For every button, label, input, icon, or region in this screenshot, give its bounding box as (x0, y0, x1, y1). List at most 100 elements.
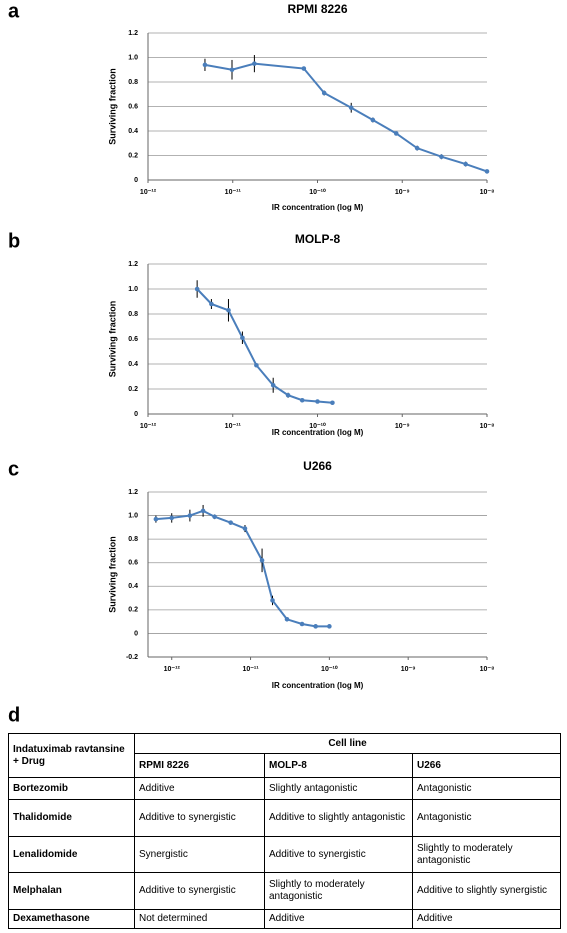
y-tick-label: 0.6 (128, 336, 138, 343)
data-point (313, 624, 318, 629)
charts: d a RPMI 8226 IR concentration (log M) Surv… (8, 0, 495, 725)
table-row: Lenalidomide Synergistic Additive to syner… (8, 836, 562, 873)
x-axis-label: IR concentration (log M) (272, 203, 364, 212)
table-cell: Not determined (134, 909, 265, 929)
data-line (155, 509, 330, 628)
table-cell: Additive to synergistic (134, 799, 265, 837)
table-cell: U266 (411, 753, 562, 778)
y-tick-label: 0.2 (128, 152, 138, 159)
data-point (202, 62, 208, 68)
y-tick-label: 0.8 (128, 79, 138, 86)
data-point (270, 382, 276, 388)
table-cell: Slightly to moderately antagonistic (411, 836, 562, 873)
table-row: Bortezomib Additive Slightly antagonistic A… (8, 777, 562, 800)
data-point (270, 598, 275, 603)
data-point (187, 513, 193, 518)
x-tick-label: 10⁻⁸ (480, 423, 495, 430)
table-cell: Additive to synergistic (134, 872, 265, 910)
x-axis-label: IR concentration (log M) (272, 428, 364, 437)
x-tick-label: 10⁻¹⁰ (309, 422, 326, 430)
data-line (204, 62, 488, 173)
x-tick-label: 10⁻⁸ (480, 666, 495, 673)
data-point (226, 307, 231, 313)
data-point (348, 105, 354, 111)
x-tick-label: 10⁻⁹ (395, 189, 410, 196)
y-axis-label: Surviving fraction (107, 301, 117, 378)
y-tick-label: 1.2 (128, 489, 138, 496)
y-axis-label: Surviving fraction (107, 536, 117, 613)
x-tick-label: 10⁻¹² (164, 666, 181, 673)
data-point (284, 616, 290, 622)
x-tick-label: 10⁻¹² (140, 189, 157, 196)
y-tick-label: 0.8 (128, 536, 138, 543)
table-cell: MOLP-8 (264, 753, 413, 778)
data-point (285, 392, 291, 398)
table-cell: Thalidomide (8, 799, 135, 837)
data-point (254, 362, 259, 368)
x-tick-label: 10⁻⁸ (480, 189, 495, 196)
table-cell: Additive (411, 909, 562, 929)
data-point (229, 67, 235, 73)
data-point (393, 131, 399, 136)
data-point (439, 154, 444, 160)
x-tick-label: 10⁻¹¹ (225, 189, 242, 196)
y-tick-label: 0.4 (128, 128, 138, 135)
table-cell: Additive to slightly synergistic (411, 872, 562, 910)
panel-label: a (8, 0, 20, 22)
data-point (315, 399, 320, 404)
table-cell: Antagonistic (411, 777, 562, 800)
x-tick-label: 10⁻¹¹ (242, 666, 259, 673)
data-point (259, 558, 265, 563)
table-row: Indatuximab ravtansine + Drug Cell line (8, 733, 562, 778)
y-tick-label: 0.6 (128, 560, 138, 567)
table-cell: Melphalan (8, 872, 135, 910)
data-point (212, 514, 217, 520)
table-cell: Dexamethasone (8, 909, 135, 929)
y-tick-label: 1.0 (128, 512, 138, 519)
x-axis-label: IR concentration (log M) (272, 681, 364, 690)
data-line (196, 288, 333, 404)
table-cell: Synergistic (134, 836, 265, 873)
table-cell: Additive to synergistic (264, 836, 413, 873)
data-point (228, 520, 233, 525)
results-table: Indatuximab ravtansine + Drug Cell line RP… (8, 733, 562, 929)
panel-label: d (8, 704, 20, 725)
y-tick-label: 0 (134, 411, 138, 418)
panel-label: c (8, 458, 19, 480)
table-cell: RPMI 8226 (134, 753, 265, 778)
data-point (414, 145, 420, 151)
data-point (242, 526, 248, 531)
y-tick-label: 0 (134, 630, 138, 637)
data-point (299, 621, 305, 627)
table-row: Melphalan Additive to synergistic Slightly… (8, 872, 562, 910)
x-tick-label: 10⁻¹⁰ (321, 665, 338, 673)
x-tick-label: 10⁻¹¹ (225, 423, 242, 430)
panel-label: b (8, 230, 20, 252)
table-row: Thalidomide Additive to synergistic Additi… (8, 799, 562, 837)
chart-title: MOLP-8 (295, 232, 341, 246)
table-cell: Additive (134, 777, 265, 800)
y-tick-label: 0.2 (128, 607, 138, 614)
table-cell: Cell line (133, 733, 562, 754)
x-tick-label: 10⁻¹² (140, 423, 157, 430)
data-point (252, 61, 257, 66)
y-tick-label: 0.2 (128, 386, 138, 393)
table-row: Dexamethasone Not determined Additive Addit… (8, 909, 562, 929)
x-tick-label: 10⁻¹⁰ (309, 188, 326, 196)
y-tick-label: 1.2 (128, 261, 138, 268)
y-tick-label: 0.8 (128, 311, 138, 318)
chart-title: RPMI 8226 (287, 2, 347, 16)
y-tick-label: 1.0 (128, 54, 138, 61)
data-point (209, 301, 214, 307)
data-point (330, 400, 335, 406)
data-point (153, 516, 159, 522)
data-point (299, 397, 305, 403)
data-point (321, 90, 327, 96)
x-tick-label: 10⁻⁹ (401, 666, 416, 673)
y-tick-label: 1.0 (128, 286, 138, 293)
data-point (194, 286, 200, 292)
table-row: RPMI 8226 MOLP-8 U266 (9, 753, 562, 778)
table-cell: Additive (264, 909, 413, 929)
table-cell: Bortezomib (8, 777, 135, 800)
